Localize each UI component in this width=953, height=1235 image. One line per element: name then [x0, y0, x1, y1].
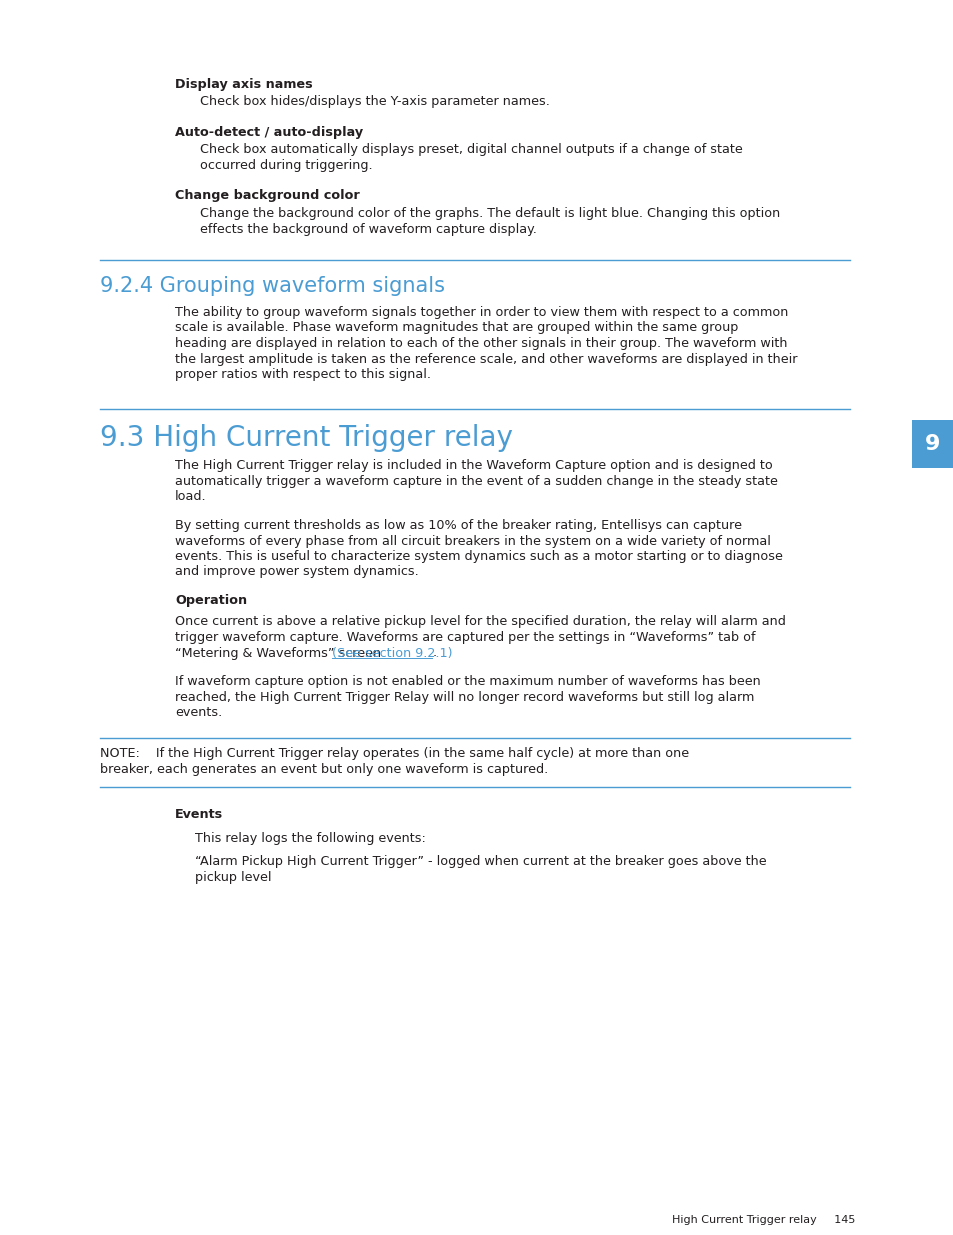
Text: 9: 9	[924, 433, 940, 453]
Text: Check box hides/displays the Y-axis parameter names.: Check box hides/displays the Y-axis para…	[200, 95, 549, 109]
Text: 9.2.4 Grouping waveform signals: 9.2.4 Grouping waveform signals	[100, 275, 444, 296]
Text: pickup level: pickup level	[194, 871, 272, 884]
Text: “Alarm Pickup High Current Trigger” - logged when current at the breaker goes ab: “Alarm Pickup High Current Trigger” - lo…	[194, 856, 766, 868]
Text: automatically trigger a waveform capture in the event of a sudden change in the : automatically trigger a waveform capture…	[174, 475, 777, 488]
Text: The High Current Trigger relay is included in the Waveform Capture option and is: The High Current Trigger relay is includ…	[174, 459, 772, 473]
Text: High Current Trigger relay     145: High Current Trigger relay 145	[671, 1215, 854, 1225]
Text: Check box automatically displays preset, digital channel outputs if a change of : Check box automatically displays preset,…	[200, 143, 742, 157]
FancyBboxPatch shape	[911, 420, 953, 468]
Text: Once current is above a relative pickup level for the specified duration, the re: Once current is above a relative pickup …	[174, 615, 785, 629]
Text: heading are displayed in relation to each of the other signals in their group. T: heading are displayed in relation to eac…	[174, 337, 786, 350]
Text: Events: Events	[174, 809, 223, 821]
Text: “Metering & Waveforms” screen: “Metering & Waveforms” screen	[174, 646, 385, 659]
Text: By setting current thresholds as low as 10% of the breaker rating, Entellisys ca: By setting current thresholds as low as …	[174, 519, 741, 532]
Text: NOTE:    If the High Current Trigger relay operates (in the same half cycle) at : NOTE: If the High Current Trigger relay …	[100, 747, 688, 761]
Text: and improve power system dynamics.: and improve power system dynamics.	[174, 566, 418, 578]
Text: Change background color: Change background color	[174, 189, 359, 203]
Text: scale is available. Phase waveform magnitudes that are grouped within the same g: scale is available. Phase waveform magni…	[174, 321, 738, 335]
Text: Auto-detect / auto-display: Auto-detect / auto-display	[174, 126, 363, 140]
Text: Change the background color of the graphs. The default is light blue. Changing t: Change the background color of the graph…	[200, 207, 780, 220]
Text: events. This is useful to characterize system dynamics such as a motor starting : events. This is useful to characterize s…	[174, 550, 782, 563]
Text: If waveform capture option is not enabled or the maximum number of waveforms has: If waveform capture option is not enable…	[174, 676, 760, 688]
Text: .: .	[432, 646, 436, 659]
Text: load.: load.	[174, 490, 207, 504]
Text: occurred during triggering.: occurred during triggering.	[200, 159, 373, 172]
Text: reached, the High Current Trigger Relay will no longer record waveforms but stil: reached, the High Current Trigger Relay …	[174, 690, 754, 704]
Text: events.: events.	[174, 706, 222, 719]
Text: This relay logs the following events:: This relay logs the following events:	[194, 832, 425, 845]
Text: proper ratios with respect to this signal.: proper ratios with respect to this signa…	[174, 368, 431, 382]
Text: The ability to group waveform signals together in order to view them with respec: The ability to group waveform signals to…	[174, 306, 787, 319]
Text: 9.3 High Current Trigger relay: 9.3 High Current Trigger relay	[100, 425, 513, 452]
Text: breaker, each generates an event but only one waveform is captured.: breaker, each generates an event but onl…	[100, 763, 548, 776]
Text: waveforms of every phase from all circuit breakers in the system on a wide varie: waveforms of every phase from all circui…	[174, 535, 770, 547]
Text: Operation: Operation	[174, 594, 247, 606]
Text: effects the background of waveform capture display.: effects the background of waveform captu…	[200, 222, 537, 236]
Text: the largest amplitude is taken as the reference scale, and other waveforms are d: the largest amplitude is taken as the re…	[174, 352, 797, 366]
Text: (See section 9.2.1): (See section 9.2.1)	[333, 646, 453, 659]
Text: trigger waveform capture. Waveforms are captured per the settings in “Waveforms”: trigger waveform capture. Waveforms are …	[174, 631, 755, 643]
Text: Display axis names: Display axis names	[174, 78, 313, 91]
